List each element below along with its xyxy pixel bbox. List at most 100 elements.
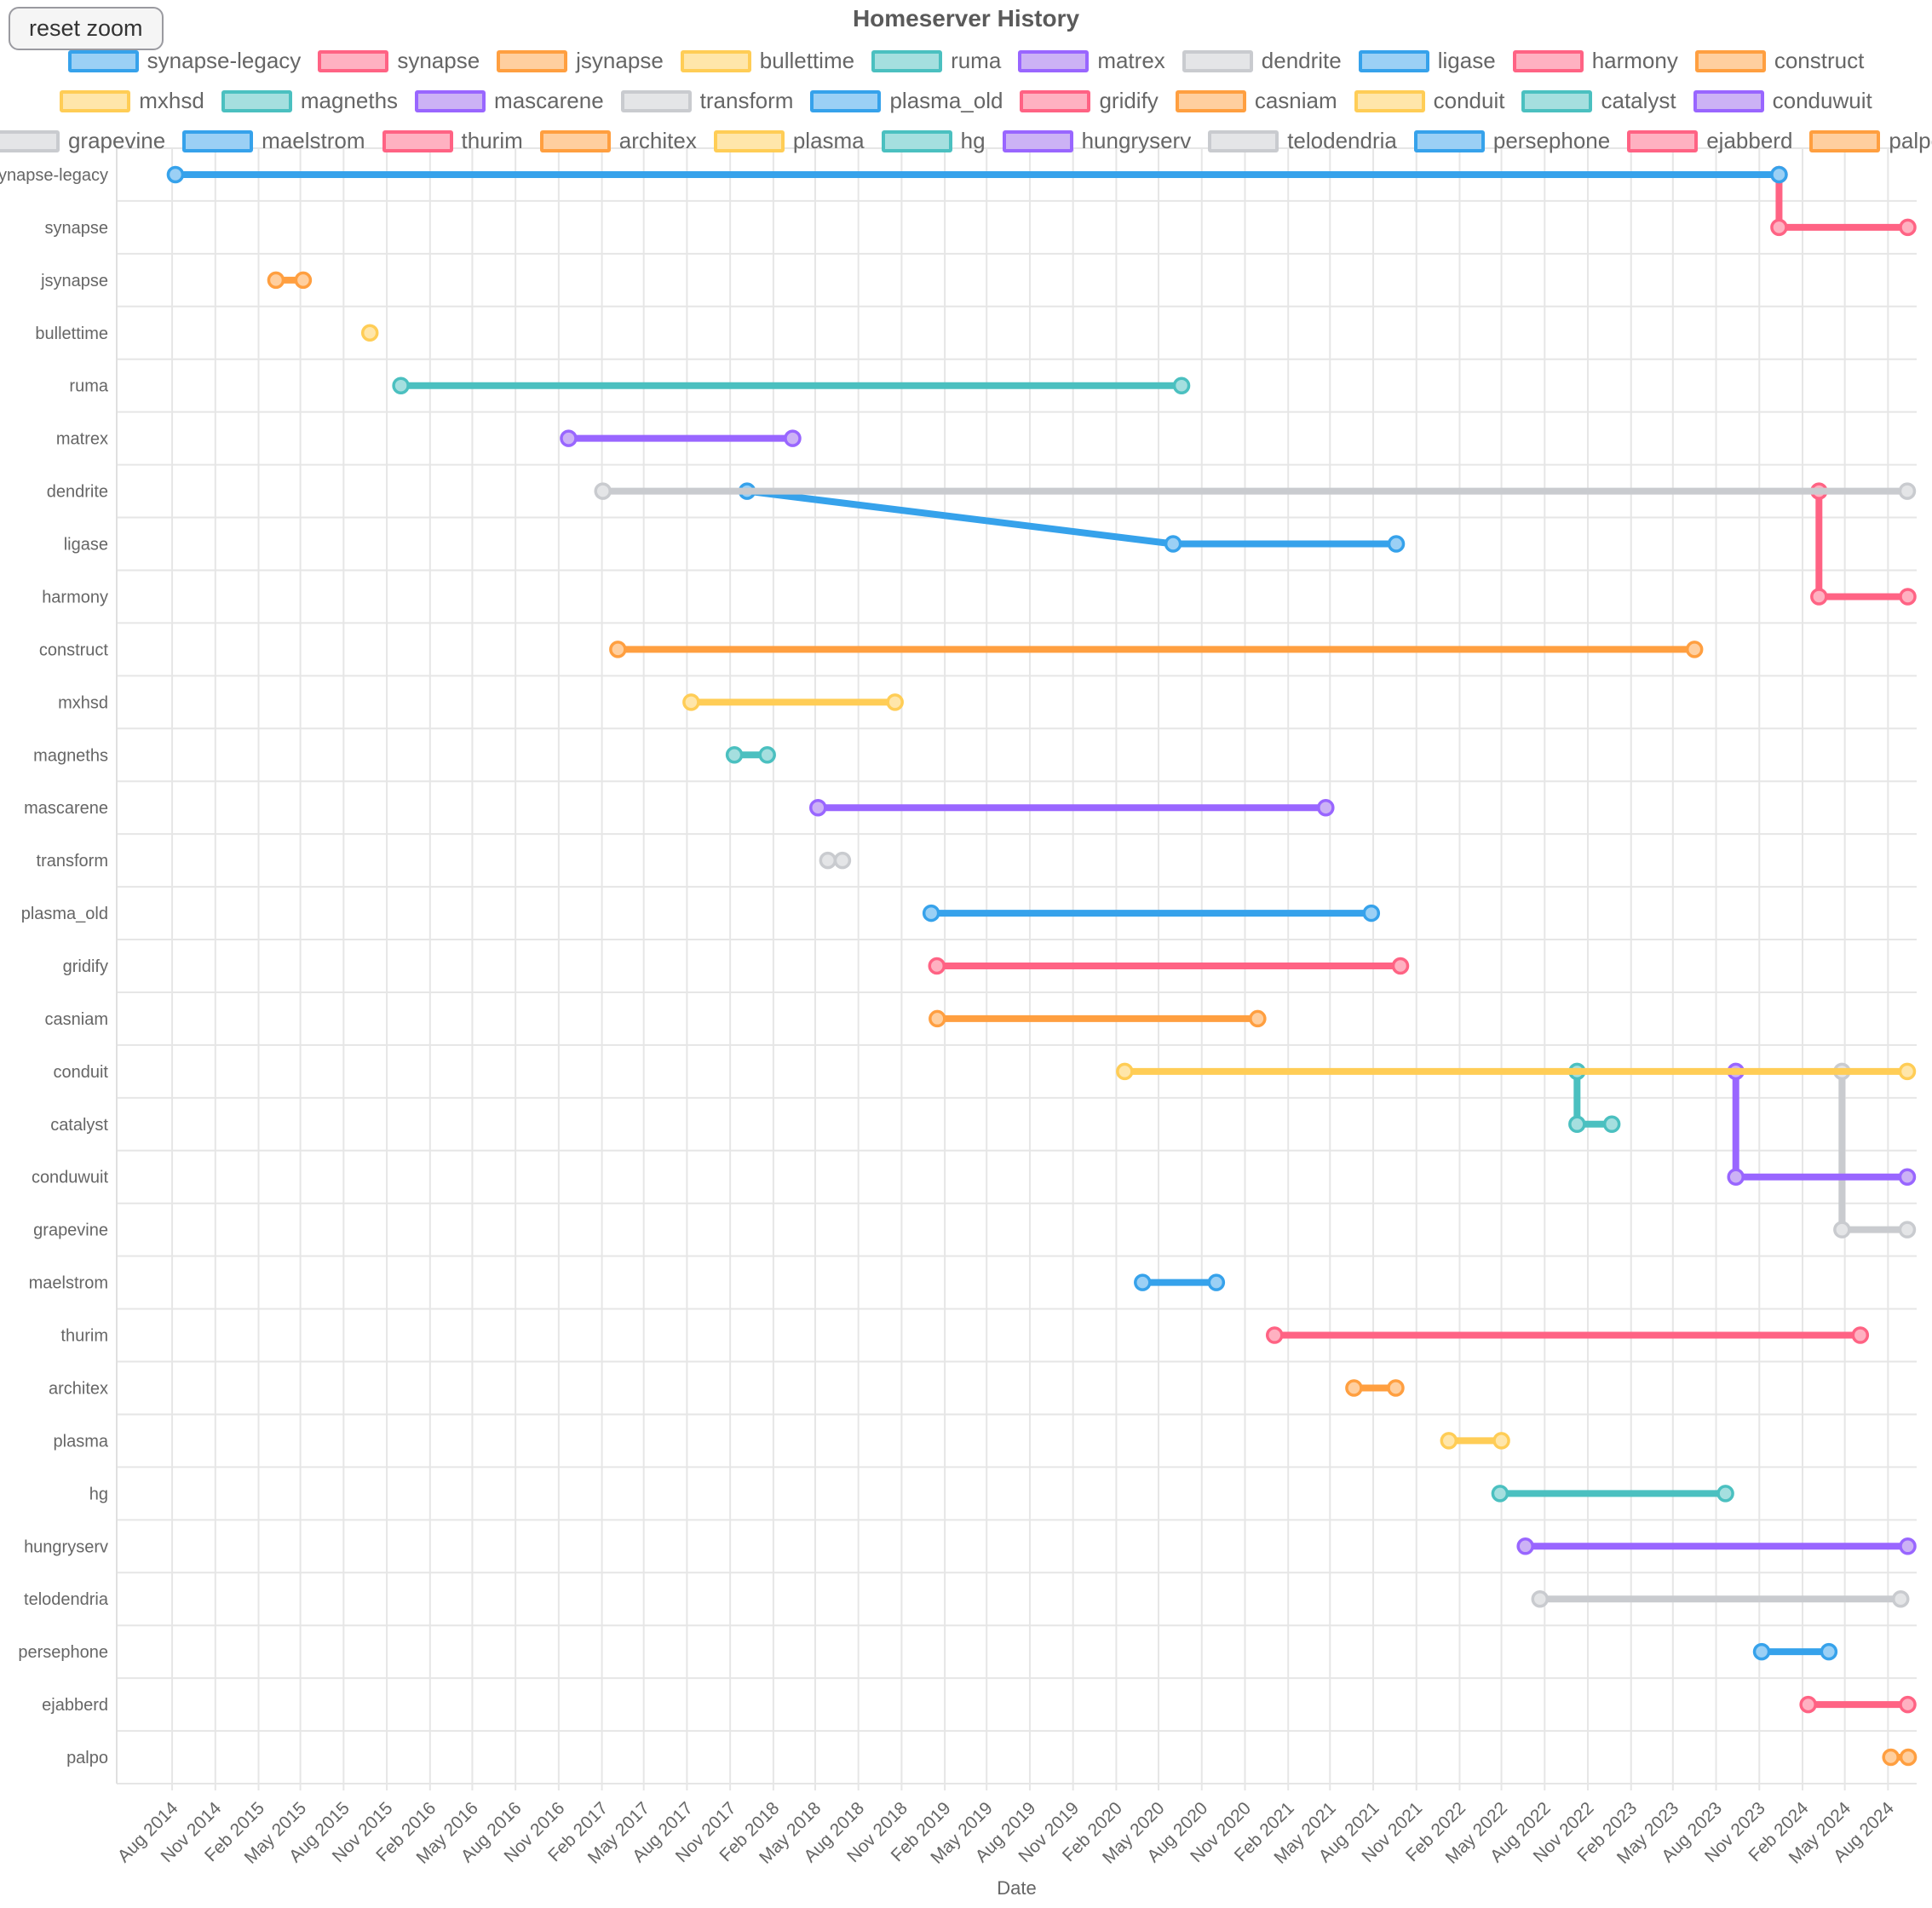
data-point[interactable] xyxy=(166,165,185,184)
legend-item-telodendria[interactable]: telodendria xyxy=(1208,128,1397,154)
legend-item-conduit[interactable]: conduit xyxy=(1354,88,1504,114)
data-point[interactable] xyxy=(267,271,285,290)
reset-zoom-button[interactable]: reset zoom xyxy=(9,7,164,50)
data-point[interactable] xyxy=(929,1009,946,1028)
data-point[interactable] xyxy=(1820,1642,1838,1661)
data-point[interactable] xyxy=(1898,1062,1917,1081)
data-point[interactable] xyxy=(1899,1748,1918,1767)
data-point[interactable] xyxy=(922,904,940,922)
legend-item-hg[interactable]: hg xyxy=(881,128,986,154)
legend-item-ejabberd[interactable]: ejabberd xyxy=(1627,128,1792,154)
data-point[interactable] xyxy=(1265,1326,1284,1344)
data-point[interactable] xyxy=(1116,1062,1134,1081)
data-point[interactable] xyxy=(1898,482,1917,500)
legend-item-palpo[interactable]: palpo xyxy=(1809,128,1932,154)
legend-item-transform[interactable]: transform xyxy=(620,88,793,114)
legend-item-architex[interactable]: architex xyxy=(539,128,697,154)
data-point[interactable] xyxy=(819,851,837,870)
data-point[interactable] xyxy=(928,957,946,975)
data-point[interactable] xyxy=(1752,1642,1771,1661)
data-point[interactable] xyxy=(1892,1589,1910,1608)
row-label-ligase: ligase xyxy=(64,536,108,555)
legend-item-construct[interactable]: construct xyxy=(1694,48,1864,74)
data-point[interactable] xyxy=(1727,1168,1745,1186)
data-point[interactable] xyxy=(1134,1273,1152,1291)
legend-item-conduwuit[interactable]: conduwuit xyxy=(1693,88,1872,114)
legend-item-casniam[interactable]: casniam xyxy=(1175,88,1337,114)
row-label-harmony: harmony xyxy=(42,588,108,606)
data-point[interactable] xyxy=(1799,1695,1817,1714)
legend-item-matrex[interactable]: matrex xyxy=(1018,48,1165,74)
legend-item-synapse-legacy[interactable]: synapse-legacy xyxy=(67,48,301,74)
data-point[interactable] xyxy=(1172,376,1191,394)
data-point[interactable] xyxy=(1810,588,1828,606)
data-point[interactable] xyxy=(1387,535,1406,553)
data-point[interactable] xyxy=(1899,1695,1917,1714)
data-point[interactable] xyxy=(1387,1379,1405,1397)
legend-item-mascarene[interactable]: mascarene xyxy=(415,88,604,114)
legend-swatch xyxy=(182,129,254,152)
legend-item-ruma[interactable]: ruma xyxy=(871,48,1001,74)
legend-item-catalyst[interactable]: catalyst xyxy=(1521,88,1676,114)
legend-item-thurim[interactable]: thurim xyxy=(382,128,523,154)
data-point[interactable] xyxy=(392,376,410,394)
legend-item-hungryserv[interactable]: hungryserv xyxy=(1002,128,1191,154)
series-mascarene xyxy=(809,798,1335,817)
data-point[interactable] xyxy=(1898,1221,1917,1238)
data-point[interactable] xyxy=(886,693,904,711)
data-point[interactable] xyxy=(1516,1537,1534,1555)
data-point[interactable] xyxy=(1391,957,1410,975)
data-point[interactable] xyxy=(784,429,802,447)
data-point[interactable] xyxy=(809,798,827,817)
data-point[interactable] xyxy=(560,429,578,447)
data-point[interactable] xyxy=(1899,1537,1917,1555)
data-point[interactable] xyxy=(360,324,379,342)
data-point[interactable] xyxy=(294,271,313,290)
data-point[interactable] xyxy=(1531,1589,1550,1608)
data-point[interactable] xyxy=(1685,641,1704,658)
data-point[interactable] xyxy=(682,693,700,711)
data-point[interactable] xyxy=(1164,535,1182,553)
data-point[interactable] xyxy=(1833,1221,1851,1238)
data-point[interactable] xyxy=(1207,1273,1226,1291)
data-point[interactable] xyxy=(594,482,612,500)
legend-item-maelstrom[interactable]: maelstrom xyxy=(182,128,365,154)
data-point[interactable] xyxy=(1491,1485,1509,1503)
legend-item-gridify[interactable]: gridify xyxy=(1020,88,1159,114)
data-point[interactable] xyxy=(1249,1009,1267,1028)
legend-item-ligase[interactable]: ligase xyxy=(1358,48,1496,74)
data-point[interactable] xyxy=(1899,588,1917,606)
data-point[interactable] xyxy=(1568,1115,1586,1134)
legend-item-mxhsd[interactable]: mxhsd xyxy=(60,88,204,114)
legend-item-plasma[interactable]: plasma xyxy=(713,128,865,154)
data-point[interactable] xyxy=(1492,1432,1510,1450)
data-point[interactable] xyxy=(1602,1115,1621,1134)
data-point[interactable] xyxy=(833,851,852,870)
legend-item-harmony[interactable]: harmony xyxy=(1512,48,1678,74)
data-point[interactable] xyxy=(1716,1485,1734,1503)
data-point[interactable] xyxy=(1899,218,1917,237)
data-point[interactable] xyxy=(725,746,744,764)
row-label-magneths: magneths xyxy=(33,746,108,765)
legend-item-dendrite[interactable]: dendrite xyxy=(1182,48,1342,74)
legend-item-synapse[interactable]: synapse xyxy=(318,48,480,74)
data-point[interactable] xyxy=(1851,1326,1870,1344)
legend-item-grapevine[interactable]: grapevine xyxy=(0,128,165,154)
data-point[interactable] xyxy=(609,641,627,658)
data-point[interactable] xyxy=(758,746,776,764)
data-point[interactable] xyxy=(1345,1379,1363,1397)
legend-item-magneths[interactable]: magneths xyxy=(221,88,398,114)
row-label-catalyst: catalyst xyxy=(50,1116,108,1135)
legend-item-plasma_old[interactable]: plasma_old xyxy=(810,88,1003,114)
data-point[interactable] xyxy=(1362,904,1381,922)
data-point[interactable] xyxy=(1440,1432,1458,1450)
data-point[interactable] xyxy=(1770,218,1788,237)
data-point[interactable] xyxy=(1882,1748,1900,1767)
data-point[interactable] xyxy=(1317,798,1335,817)
data-point[interactable] xyxy=(1770,165,1788,184)
legend-item-bullettime[interactable]: bullettime xyxy=(680,48,854,74)
legend-item-persephone[interactable]: persephone xyxy=(1413,128,1610,154)
data-point[interactable] xyxy=(1898,1168,1917,1186)
legend-item-jsynapse[interactable]: jsynapse xyxy=(497,48,664,74)
